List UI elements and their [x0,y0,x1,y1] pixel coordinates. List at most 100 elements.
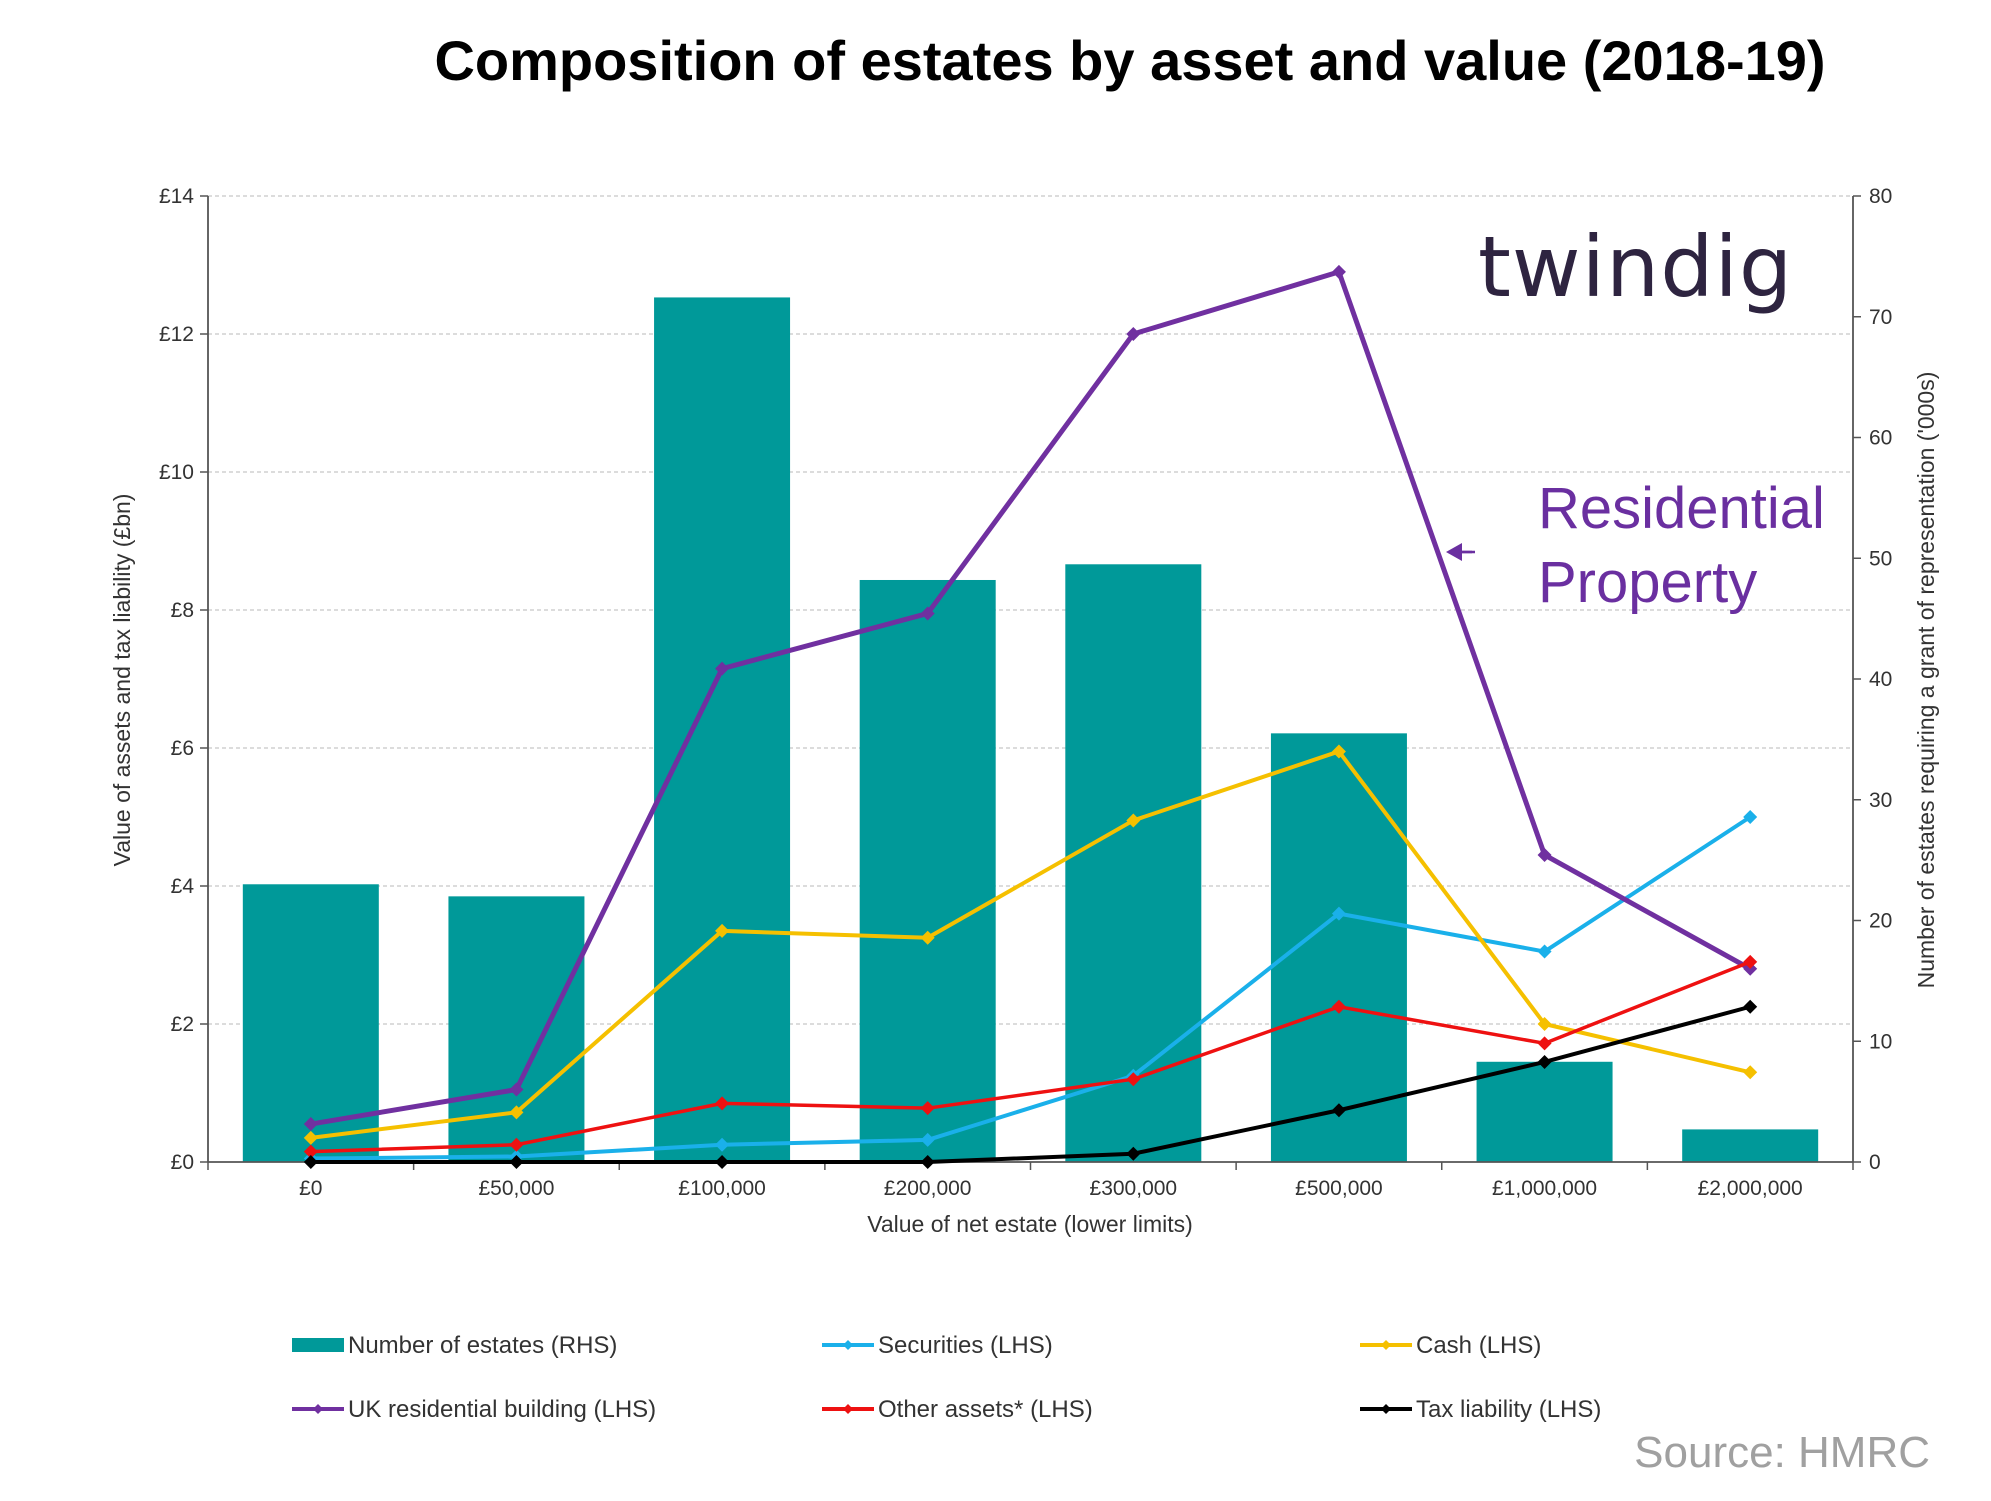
point-other-7 [1743,954,1758,969]
legend-label: Securities (LHS) [878,1332,1053,1359]
y2-tick-label: 40 [1869,668,1892,691]
y2-tick-label: 0 [1869,1151,1881,1174]
point-cash-0 [303,1130,318,1145]
legend-item: Tax liability (LHS) [1360,1396,1601,1423]
x-tick-label: £500,000 [1295,1177,1383,1200]
point-tax-6 [1537,1054,1552,1069]
point-cash-6 [1537,1017,1552,1031]
y-tick-label: £10 [159,461,194,484]
point-securities-3 [920,1132,935,1147]
point-cash-1 [509,1105,524,1120]
point-other-0 [303,1144,318,1159]
y2-tick-label: 30 [1869,789,1892,812]
asset-lines [303,264,1758,1169]
series-residential [303,264,1758,1132]
x-tick-label: £2,000,000 [1698,1177,1803,1200]
legend-item: Number of estates (RHS) [292,1332,617,1359]
point-residential-5 [1331,264,1346,279]
legend-item: Other assets* (LHS) [822,1396,1093,1423]
y-tick-label: £12 [159,323,194,346]
point-cash-4 [1126,813,1141,828]
residential-property-annotation: Residential Property [1538,472,1825,620]
legend-label: Number of estates (RHS) [348,1332,617,1359]
x-tick-label: £200,000 [884,1177,972,1200]
y2-tick-label: 80 [1869,185,1892,208]
bar-6 [1476,1061,1613,1162]
point-tax-2 [715,1155,730,1169]
legend-label: Other assets* (LHS) [878,1396,1093,1423]
legend-marker [843,1404,853,1414]
y2-tick-label: 10 [1869,1030,1892,1053]
y2-tick-label: 50 [1869,547,1892,570]
legend-label: Cash (LHS) [1416,1332,1541,1359]
source-note: Source: HMRC [1634,1428,1930,1477]
y2-tick-label: 20 [1869,910,1892,933]
twindig-logo: twindig [1478,218,1794,316]
axes: £0 £2 £4 £6 £8 £10 £12 £14 0 10 20 30 40 50 60 70 80 £0 £5… [159,185,1892,1200]
point-residential-1 [509,1082,524,1097]
point-securities-2 [715,1137,730,1152]
legend-marker [313,1404,323,1414]
y-tick-label: £4 [171,875,195,898]
y-tick-label: £2 [171,1013,194,1036]
legend-swatch [292,1338,344,1352]
point-tax-4 [1126,1146,1141,1161]
point-residential-6 [1537,847,1552,862]
point-cash-3 [920,930,935,945]
x-tick-label: £100,000 [678,1177,766,1200]
line-tax [310,1004,1751,1164]
series-tax [303,999,1758,1169]
point-tax-7 [1743,999,1758,1014]
x-tick-label: £0 [299,1177,322,1200]
y-axis-title: Value of assets and tax liability (£bn) [109,494,135,867]
series-cash [303,744,1758,1145]
point-residential-3 [920,606,935,621]
point-other-4 [1126,1072,1141,1087]
legend-marker [1381,1340,1391,1350]
point-residential-0 [303,1117,318,1132]
legend-marker [1381,1404,1391,1414]
point-other-2 [715,1096,730,1111]
x-tick-label: £300,000 [1090,1177,1178,1200]
chart-title: Composition of estates by asset and valu… [434,29,1826,92]
point-cash-5 [1331,744,1346,759]
line-other [310,960,1751,1154]
point-residential-4 [1126,327,1141,341]
annotation-arrow [1446,543,1475,561]
y-tick-label: £6 [171,737,194,760]
bar-7 [1682,1129,1819,1162]
point-securities-6 [1537,944,1552,959]
point-tax-0 [303,1155,318,1169]
line-securities [310,815,1752,1161]
bar-2 [654,297,791,1162]
point-securities-7 [1743,810,1758,824]
bar-3 [859,579,996,1162]
annotation-line-2: Property [1538,550,1758,615]
series-other [303,954,1758,1159]
legend: Number of estates (RHS) Securities (LHS) C… [292,1332,1601,1423]
legend-item: Securities (LHS) [822,1332,1053,1359]
y-tick-label: £14 [159,185,194,208]
legend-label: UK residential building (LHS) [348,1396,656,1423]
axis-labels: Value of net estate (lower limits) Value… [109,372,1939,1237]
annotation-line-1: Residential [1538,476,1825,541]
point-tax-5 [1331,1103,1346,1118]
y2-tick-label: 70 [1869,306,1892,329]
point-securities-5 [1331,906,1346,921]
bar-1 [448,896,585,1162]
legend-item: UK residential building (LHS) [292,1396,656,1423]
point-residential-2 [715,661,730,676]
point-other-1 [509,1137,524,1152]
point-cash-2 [715,923,730,938]
point-other-3 [920,1101,935,1116]
line-cash [310,749,1751,1140]
point-other-5 [1331,999,1346,1014]
point-tax-3 [920,1155,935,1169]
x-axis-title: Value of net estate (lower limits) [867,1211,1193,1237]
x-tick-label: £50,000 [478,1177,554,1200]
y-tick-label: £0 [171,1151,194,1174]
legend-item: Cash (LHS) [1360,1332,1541,1359]
point-other-6 [1537,1036,1552,1051]
y2-tick-label: 60 [1869,427,1892,450]
